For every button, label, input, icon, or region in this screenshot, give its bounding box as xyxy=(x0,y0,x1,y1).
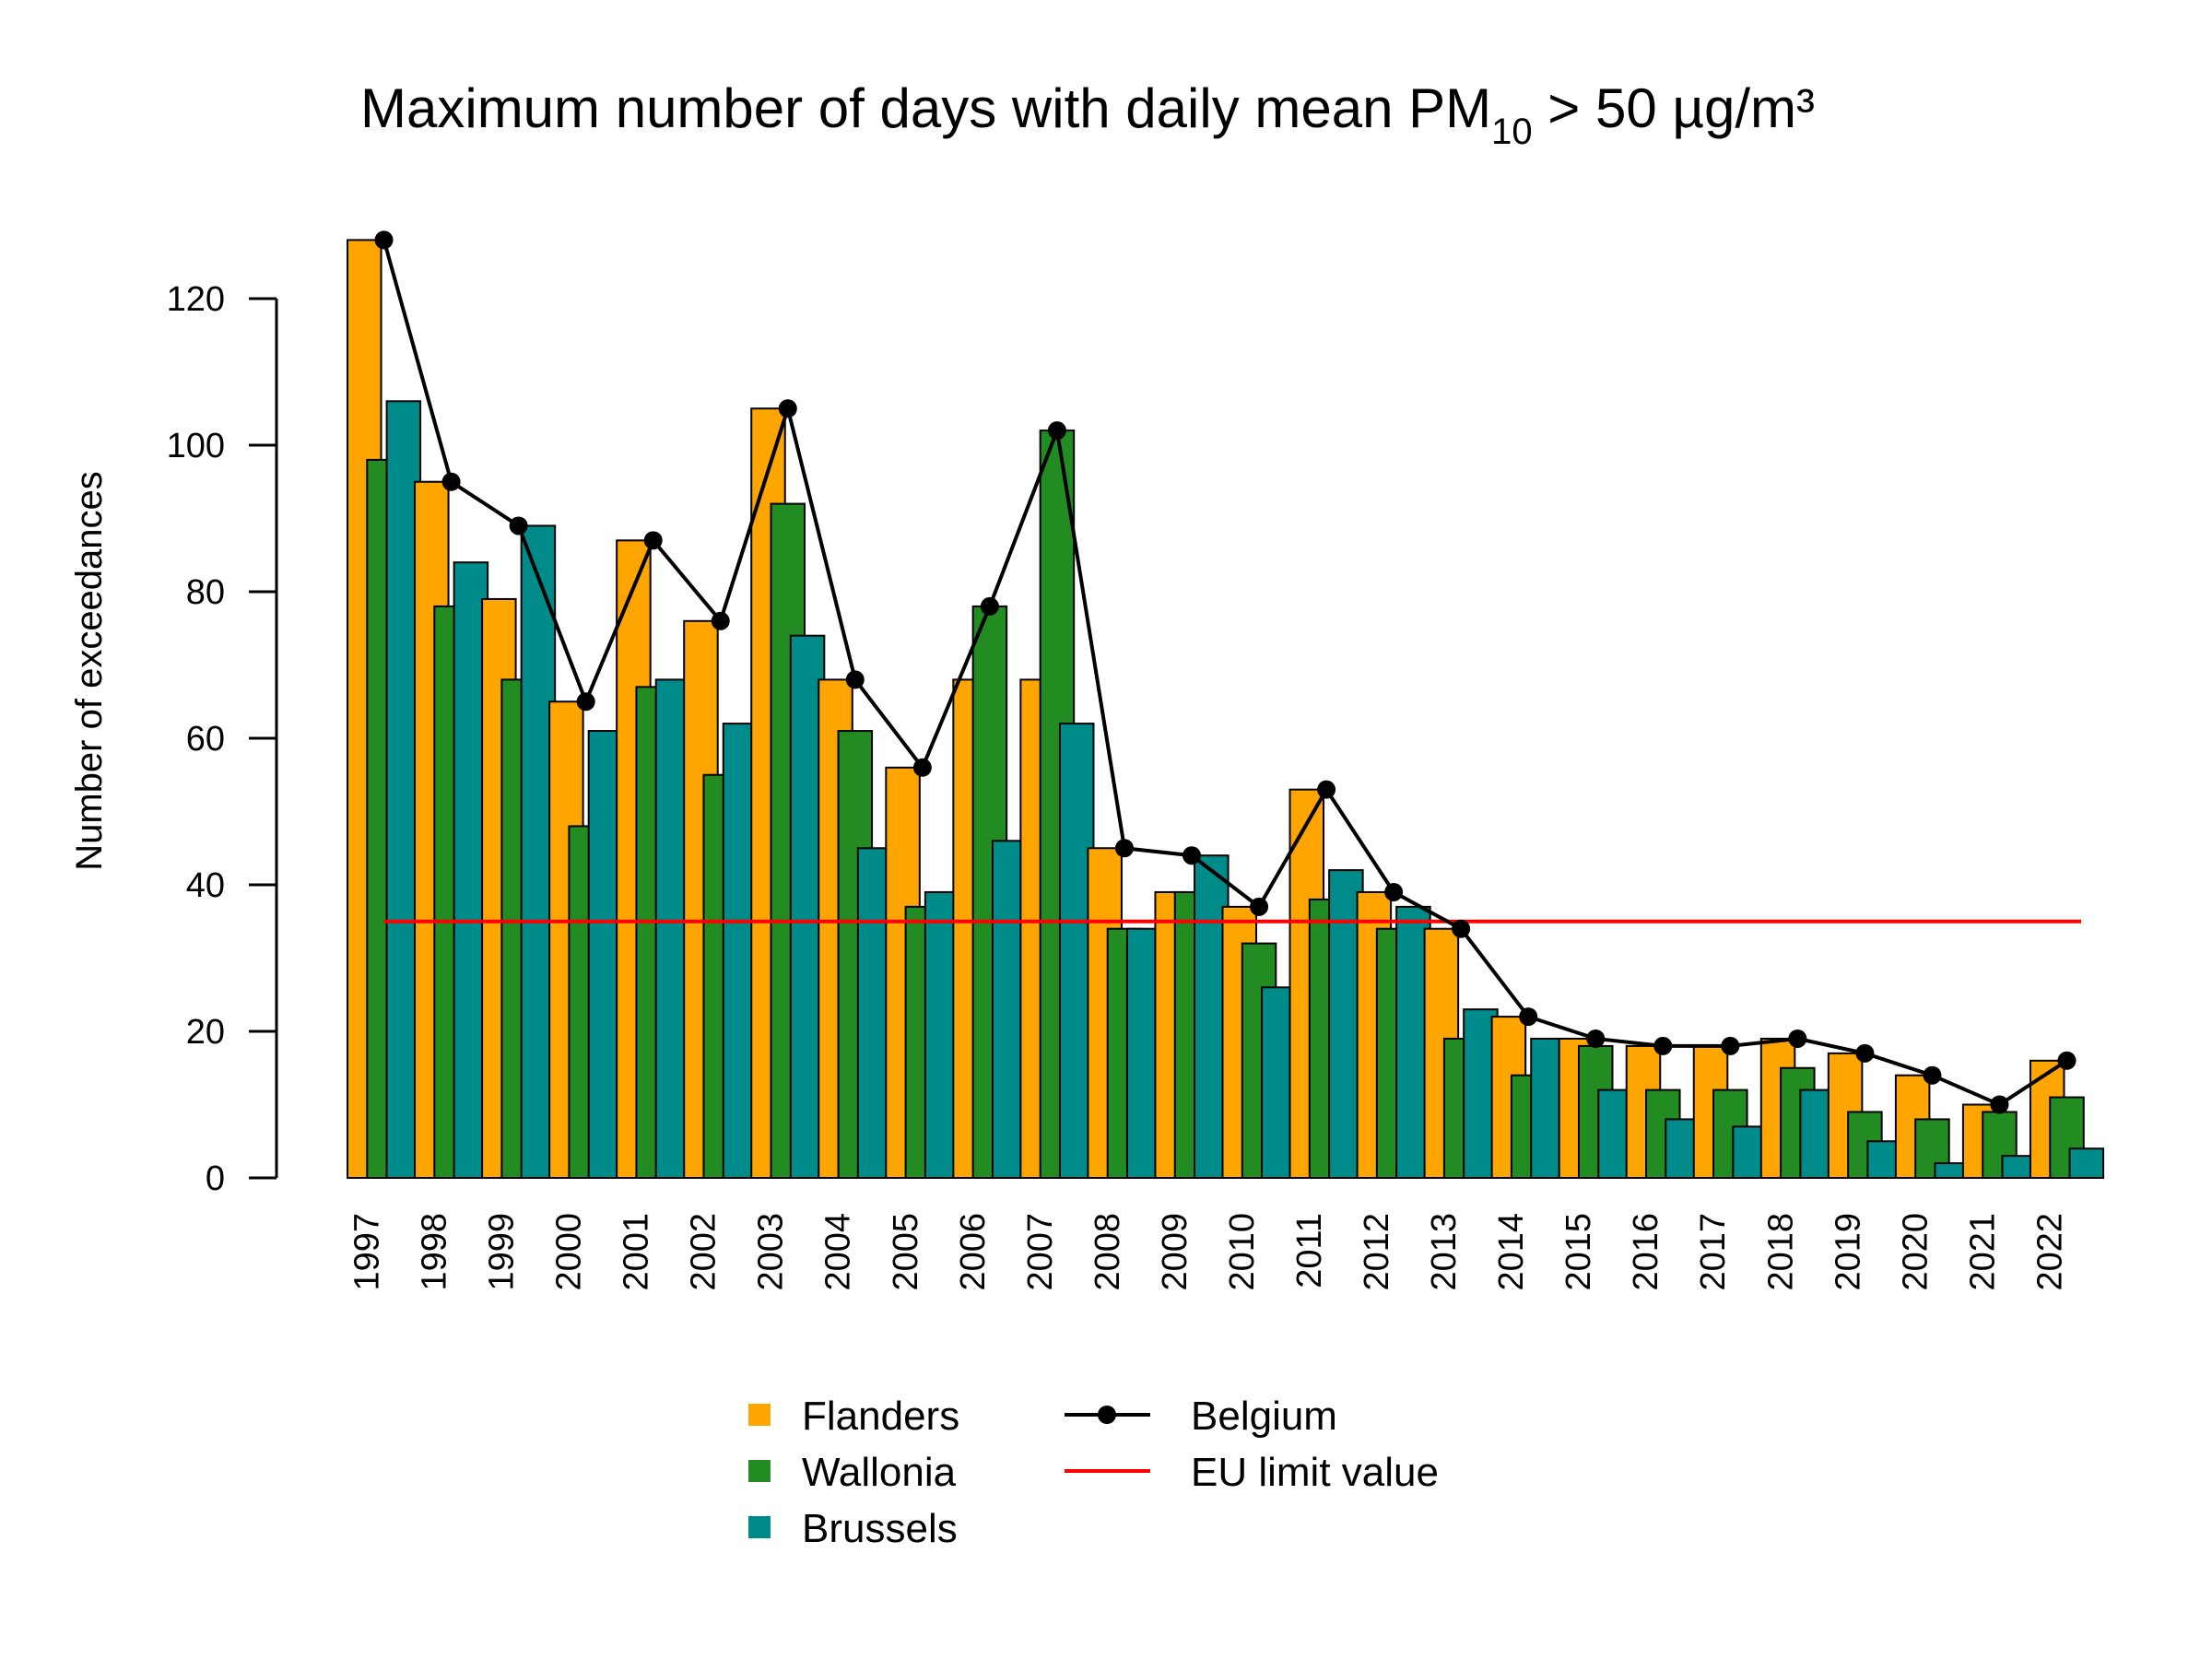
belgium-point-2007 xyxy=(1047,421,1066,441)
y-tick-label: 40 xyxy=(186,866,225,905)
chart-title-tail: > 50 µg/m³ xyxy=(1533,77,1815,139)
belgium-point-2021 xyxy=(1990,1095,2009,1114)
legend-swatch-flanders xyxy=(748,1404,771,1426)
legend-swatch-wallonia xyxy=(748,1460,771,1482)
x-tick-label: 2017 xyxy=(1694,1213,1733,1291)
x-tick-label: 2016 xyxy=(1627,1213,1665,1291)
y-tick-label: 80 xyxy=(186,573,225,612)
x-tick-label: 2012 xyxy=(1358,1213,1396,1291)
belgium-point-2016 xyxy=(1653,1036,1673,1055)
x-tick-label: 2019 xyxy=(1829,1213,1867,1291)
belgium-point-2019 xyxy=(1855,1043,1875,1063)
belgium-point-2001 xyxy=(643,531,663,550)
bars xyxy=(347,239,2105,1180)
belgium-point-2014 xyxy=(1519,1007,1538,1027)
belgium-point-2015 xyxy=(1586,1029,1606,1048)
belgium-series-line xyxy=(382,239,2068,1107)
x-tick-label: 2008 xyxy=(1088,1213,1127,1291)
legend-label: Belgium xyxy=(1191,1394,1337,1439)
legend-label: Brussels xyxy=(802,1506,958,1551)
belgium-point-2010 xyxy=(1250,897,1269,916)
x-tick-label: 2022 xyxy=(2030,1213,2069,1291)
y-tick-label: 0 xyxy=(206,1159,225,1198)
x-tick-label: 2021 xyxy=(1963,1213,2002,1291)
legend: Flanders Wallonia Brussels Belgium EU limit … xyxy=(748,1394,1439,1551)
x-tick-label: 1999 xyxy=(483,1213,522,1291)
belgium-point-1997 xyxy=(374,230,394,250)
legend-label: EU limit value xyxy=(1191,1450,1439,1495)
legend-label: Wallonia xyxy=(802,1450,957,1495)
belgium-point-2000 xyxy=(576,692,595,712)
belgium-point-2003 xyxy=(778,399,797,418)
bar-brussels-2022 xyxy=(2068,1147,2105,1179)
belgium-point-2002 xyxy=(711,611,730,630)
belgium-point-2012 xyxy=(1384,882,1404,901)
belgium-point-2005 xyxy=(912,758,932,777)
x-tick-label: 2010 xyxy=(1223,1213,1262,1291)
chart-title: Maximum number of days with daily mean P… xyxy=(360,77,1815,152)
x-tick-label: 2003 xyxy=(752,1213,791,1291)
belgium-point-2006 xyxy=(980,596,999,616)
x-tick-label: 2007 xyxy=(1021,1213,1060,1291)
x-tick-label: 1997 xyxy=(347,1213,386,1291)
x-tick-label: 1998 xyxy=(415,1213,453,1291)
x-axis-labels: 1997 1998 1999 2000 2001 2002 2003 2004 2005 2006… xyxy=(347,1213,2069,1291)
y-tick-label: 100 xyxy=(167,427,225,465)
belgium-point-2017 xyxy=(1721,1036,1740,1055)
y-tick-label: 120 xyxy=(167,280,225,319)
x-tick-label: 2000 xyxy=(550,1213,589,1291)
belgium-point-2020 xyxy=(1923,1065,1942,1085)
belgium-point-2004 xyxy=(845,670,865,689)
belgium-point-2011 xyxy=(1317,780,1336,799)
y-tick-label: 20 xyxy=(186,1013,225,1052)
chart-title-main: Maximum number of days with daily mean P… xyxy=(360,77,1491,139)
legend-point-swatch xyxy=(1098,1406,1116,1424)
x-tick-label: 2020 xyxy=(1896,1213,1935,1291)
x-tick-label: 2001 xyxy=(618,1213,656,1291)
x-tick-label: 2009 xyxy=(1156,1213,1194,1291)
x-tick-label: 2006 xyxy=(954,1213,993,1291)
legend-swatch-brussels xyxy=(748,1516,771,1538)
x-tick-label: 2004 xyxy=(819,1213,858,1291)
belgium-point-2013 xyxy=(1452,919,1471,938)
x-tick-label: 2015 xyxy=(1559,1213,1598,1291)
belgium-point-2022 xyxy=(2057,1051,2077,1070)
belgium-line xyxy=(374,230,2077,1114)
x-tick-label: 2013 xyxy=(1425,1213,1464,1291)
belgium-point-2009 xyxy=(1182,846,1202,865)
belgium-point-1999 xyxy=(509,516,528,535)
belgium-point-2008 xyxy=(1114,839,1134,858)
belgium-point-2018 xyxy=(1788,1029,1807,1048)
x-tick-label: 2002 xyxy=(685,1213,724,1291)
x-tick-label: 2014 xyxy=(1492,1213,1531,1291)
x-tick-label: 2005 xyxy=(887,1213,925,1291)
legend-label: Flanders xyxy=(802,1394,959,1439)
chart-title-subscript: 10 xyxy=(1491,112,1533,152)
x-tick-label: 2011 xyxy=(1290,1213,1329,1288)
y-axis-label: Number of exceedances xyxy=(69,471,110,871)
y-tick-label: 60 xyxy=(186,720,225,759)
y-axis: 0 20 40 60 80 100 120 xyxy=(167,280,278,1198)
x-tick-label: 2018 xyxy=(1761,1213,1800,1291)
belgium-point-1998 xyxy=(441,472,461,491)
